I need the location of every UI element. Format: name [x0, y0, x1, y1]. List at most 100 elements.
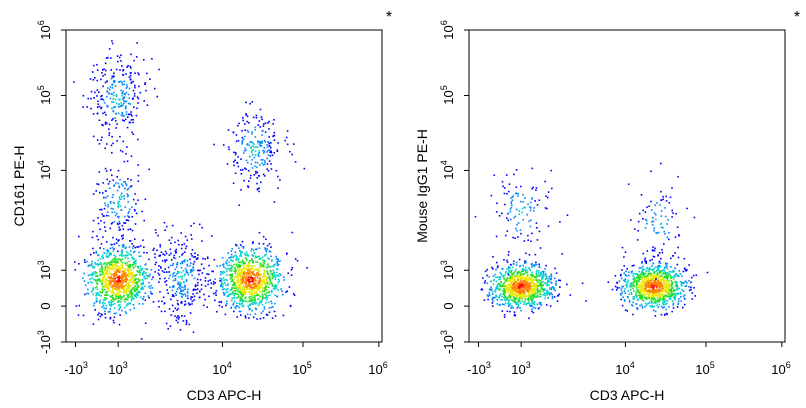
event-dot: [258, 187, 260, 189]
event-dot: [235, 244, 238, 247]
event-dot: [233, 263, 235, 266]
event-dot: [125, 113, 128, 116]
event-dot: [507, 302, 510, 304]
event-dot: [97, 254, 100, 256]
event-dot: [652, 216, 654, 219]
event-dot: [676, 306, 679, 308]
event-dot: [666, 278, 669, 280]
event-dot: [649, 286, 652, 289]
event-dot: [109, 308, 111, 310]
event-dot: [87, 97, 89, 100]
event-dot: [487, 295, 489, 298]
event-dot: [510, 284, 512, 287]
event-dot: [659, 298, 661, 300]
event-dot: [539, 247, 542, 249]
event-dot: [254, 165, 256, 168]
event-dot: [226, 279, 228, 281]
event-dot: [241, 251, 244, 254]
event-dot: [115, 127, 117, 129]
event-dot: [229, 289, 232, 291]
event-dot: [261, 303, 264, 306]
event-dot: [534, 282, 536, 285]
event-dot: [261, 256, 264, 258]
event-dot: [646, 206, 648, 209]
event-dot: [492, 300, 494, 302]
event-dot: [510, 307, 513, 309]
event-dot: [499, 271, 501, 274]
event-dot: [539, 293, 542, 295]
event-dot: [272, 135, 275, 137]
event-dot: [174, 292, 177, 295]
event-dot: [242, 152, 245, 154]
event-dot: [119, 135, 121, 138]
event-dot: [652, 292, 654, 294]
event-dot: [245, 279, 248, 281]
event-dot: [546, 289, 549, 292]
event-dot: [518, 286, 521, 289]
event-dot: [127, 294, 130, 296]
event-dot: [691, 292, 694, 294]
event-dot: [235, 305, 238, 307]
event-dot: [239, 261, 241, 263]
event-dot: [652, 296, 654, 298]
event-dot: [672, 304, 674, 306]
event-dot: [130, 276, 133, 278]
event-dot: [108, 88, 111, 91]
event-dot: [514, 295, 517, 298]
event-dot: [105, 57, 108, 59]
event-dot: [532, 292, 535, 294]
event-dot: [189, 264, 191, 267]
event-dot: [186, 263, 188, 266]
event-dot: [130, 289, 132, 291]
event-dot: [130, 273, 132, 275]
event-dot: [105, 95, 108, 98]
event-dot: [246, 143, 249, 145]
event-dot: [481, 288, 483, 290]
event-dot: [270, 282, 272, 284]
event-dot: [112, 76, 115, 79]
event-dot: [183, 304, 186, 306]
event-dot: [256, 275, 258, 278]
event-dot: [131, 131, 133, 134]
event-dot: [190, 262, 192, 264]
event-dot: [242, 138, 245, 140]
event-dot: [655, 299, 658, 302]
event-dot: [517, 288, 519, 290]
event-dot: [268, 149, 271, 151]
event-dot: [640, 273, 642, 276]
event-dot: [237, 139, 240, 142]
event-dot: [242, 277, 244, 279]
event-dot: [231, 248, 234, 250]
event-dot: [641, 280, 643, 282]
event-dot: [245, 265, 248, 267]
event-dot: [136, 107, 138, 110]
event-dot: [665, 200, 668, 202]
event-dot: [136, 42, 138, 44]
event-dot: [149, 287, 152, 289]
event-dot: [139, 245, 142, 247]
event-dot: [661, 284, 663, 287]
event-dot: [221, 306, 223, 308]
event-dot: [181, 296, 183, 298]
event-dot: [193, 260, 196, 263]
event-dot: [157, 269, 160, 271]
event-dot: [236, 297, 238, 299]
event-dot: [242, 119, 244, 122]
event-dot: [677, 175, 679, 178]
event-dot: [243, 290, 246, 293]
event-dot: [109, 187, 111, 190]
event-dot: [117, 103, 120, 106]
event-dot: [632, 301, 634, 304]
event-dot: [640, 267, 642, 269]
event-dot: [148, 258, 150, 261]
event-dot: [125, 105, 127, 108]
event-dot: [520, 277, 523, 280]
event-dot: [109, 86, 112, 88]
event-dot: [241, 259, 244, 261]
event-dot: [267, 122, 269, 124]
event-dot: [535, 187, 538, 189]
event-dot: [540, 273, 542, 275]
event-dot: [105, 280, 107, 282]
event-dot: [134, 265, 137, 268]
event-dot: [623, 290, 626, 293]
